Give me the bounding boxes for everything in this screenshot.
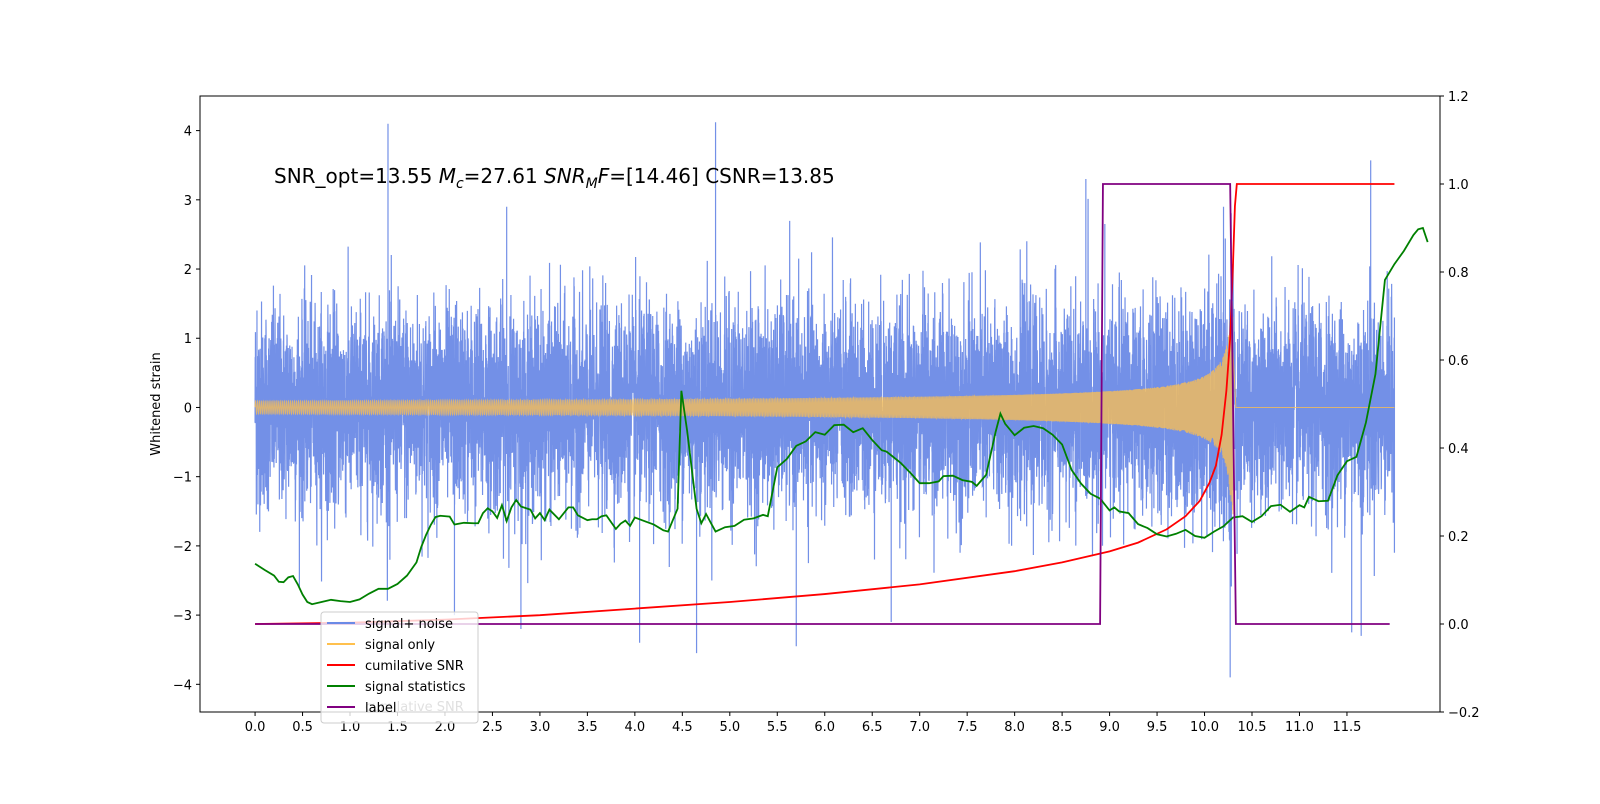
x-tick-label: 8.0 [1004, 720, 1025, 735]
series-signal-only [254, 300, 1395, 515]
x-tick-label: 7.5 [957, 720, 978, 735]
legend: cumilative SNR signal+ noise signal only cu… [320, 611, 479, 724]
x-tick-label: 10.5 [1238, 720, 1267, 735]
legend-overlap-text: cumilative SNR [365, 700, 464, 715]
x-tick-label: 9.5 [1147, 720, 1168, 735]
y-tick-label-left: 0 [184, 401, 192, 416]
legend-label: signal statistics [365, 680, 466, 695]
y-tick-label-right: 0.4 [1448, 442, 1469, 457]
x-tick-label: 2.5 [482, 720, 503, 735]
y-tick-label-left: −4 [173, 678, 192, 693]
x-tick-label: 5.5 [767, 720, 788, 735]
y-tick-label-left: −2 [173, 540, 192, 555]
x-tick-label: 11.5 [1332, 720, 1361, 735]
legend-label: signal only [365, 638, 435, 653]
y-tick-label-right: 1.0 [1448, 178, 1469, 193]
y-tick-label-right: 1.2 [1448, 90, 1469, 105]
x-tick-label: 9.0 [1099, 720, 1120, 735]
x-tick-label: 5.0 [719, 720, 740, 735]
y-tick-label-left: 1 [184, 332, 192, 347]
legend-label: cumilative SNR [365, 659, 464, 674]
y-tick-label-left: −3 [173, 609, 192, 624]
x-tick-label: 3.5 [577, 720, 598, 735]
legend-label: signal+ noise [365, 617, 453, 632]
x-tick-label: 2.0 [435, 720, 456, 735]
y-tick-label-left: 4 [184, 125, 192, 140]
y-tick-label-left: 3 [184, 194, 192, 209]
chart-annotation: SNR_opt=13.55 Mc=27.61 SNRMF=[14.46] CSN… [274, 164, 835, 192]
series-cumulative-snr [255, 183, 1395, 625]
y-tick-label-left: 2 [184, 263, 192, 278]
x-tick-label: 0.5 [292, 720, 313, 735]
x-tick-label: 3.0 [530, 720, 551, 735]
x-tick-label: 4.0 [625, 720, 646, 735]
legend-label: label [365, 701, 396, 716]
axes-frame [199, 95, 1441, 713]
y-axis-label: Whitened strain [149, 352, 164, 455]
x-tick-label: 1.0 [340, 720, 361, 735]
x-tick-label: 8.5 [1052, 720, 1073, 735]
x-tick-label: 10.0 [1190, 720, 1219, 735]
x-tick-label: 11.0 [1285, 720, 1314, 735]
series-label [255, 183, 1390, 625]
y-tick-label-right: 0.2 [1448, 530, 1469, 545]
x-tick-label: 0.0 [245, 720, 266, 735]
x-tick-label: 4.5 [672, 720, 693, 735]
x-tick-label: 6.5 [862, 720, 883, 735]
legend-box [320, 611, 479, 724]
y-tick-label-right: 0.0 [1448, 618, 1469, 633]
series-signal-statistics [254, 226, 1429, 606]
x-tick-label: 7.0 [909, 720, 930, 735]
y-tick-label-right: 0.8 [1448, 266, 1469, 281]
x-tick-label: 6.0 [814, 720, 835, 735]
y-tick-label-right: −0.2 [1448, 706, 1480, 721]
y-tick-label-right: 0.6 [1448, 354, 1469, 369]
y-tick-label-left: −1 [173, 471, 192, 486]
x-tick-label: 1.5 [387, 720, 408, 735]
